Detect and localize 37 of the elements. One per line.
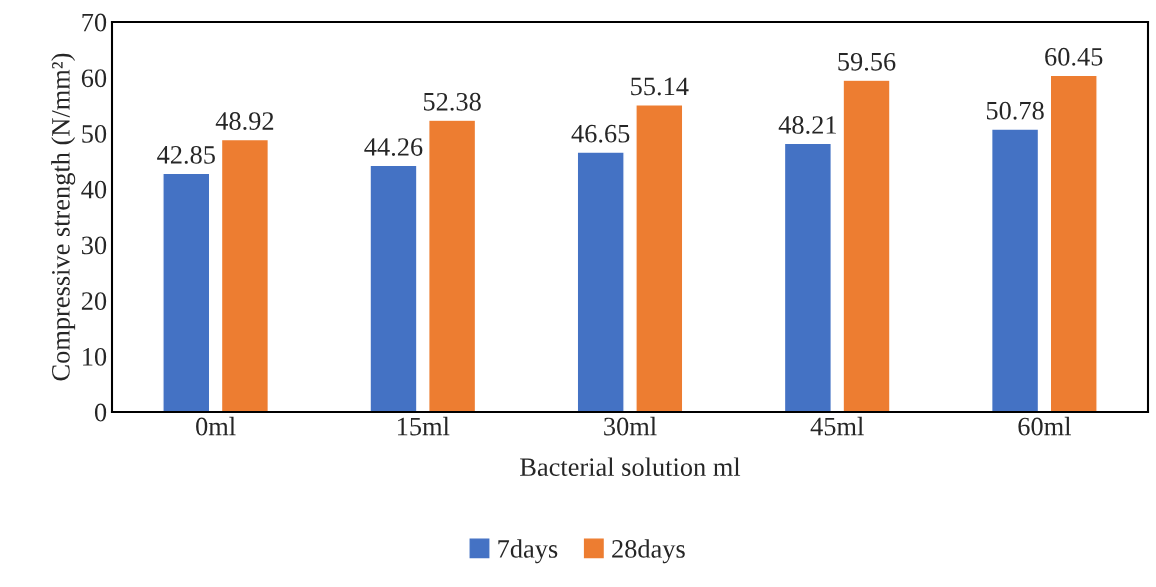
legend-label: 28days (612, 539, 685, 564)
data-label: 55.14 (631, 77, 689, 96)
y-tick-label: 70 (82, 13, 107, 32)
data-label: 48.92 (215, 112, 274, 131)
y-tick-label: 30 (82, 236, 107, 255)
y-tick-label: 40 (81, 180, 107, 199)
bar (990, 128, 1040, 412)
x-tick-label: 0ml (196, 416, 236, 436)
data-label: 46.65 (571, 124, 630, 143)
bar (369, 164, 418, 412)
data-label: 60.45 (1045, 47, 1103, 66)
data-label: 48.21 (778, 116, 836, 134)
bar (220, 138, 270, 412)
bar (428, 119, 477, 412)
bar (162, 172, 211, 412)
y-tick-label: 0 (94, 403, 107, 422)
y-tick-label: 50 (82, 125, 107, 143)
data-label: 59.56 (838, 52, 896, 71)
y-tick-label: 60 (81, 69, 107, 88)
bar (1049, 74, 1098, 412)
data-label: 50.78 (986, 101, 1044, 120)
data-label: 52.38 (423, 92, 481, 111)
bar (783, 142, 832, 412)
legend-label: 7days (498, 539, 558, 564)
bar (842, 79, 891, 412)
data-label: 44.26 (364, 138, 423, 156)
data-label: 42.85 (157, 145, 215, 164)
bar (635, 104, 684, 412)
y-tick-label: 20 (81, 292, 107, 310)
y-axis-title: Compressive strength (N/mm²) (51, 53, 76, 381)
x-tick-label: 45ml (810, 416, 864, 436)
x-axis-title: Bacterial solution ml (520, 457, 741, 477)
x-tick-label: 30ml (604, 416, 657, 436)
bar (576, 151, 625, 412)
x-tick-label: 60ml (1018, 416, 1071, 436)
y-tick-label: 10 (83, 347, 107, 366)
x-tick-label: 15ml (398, 416, 450, 436)
